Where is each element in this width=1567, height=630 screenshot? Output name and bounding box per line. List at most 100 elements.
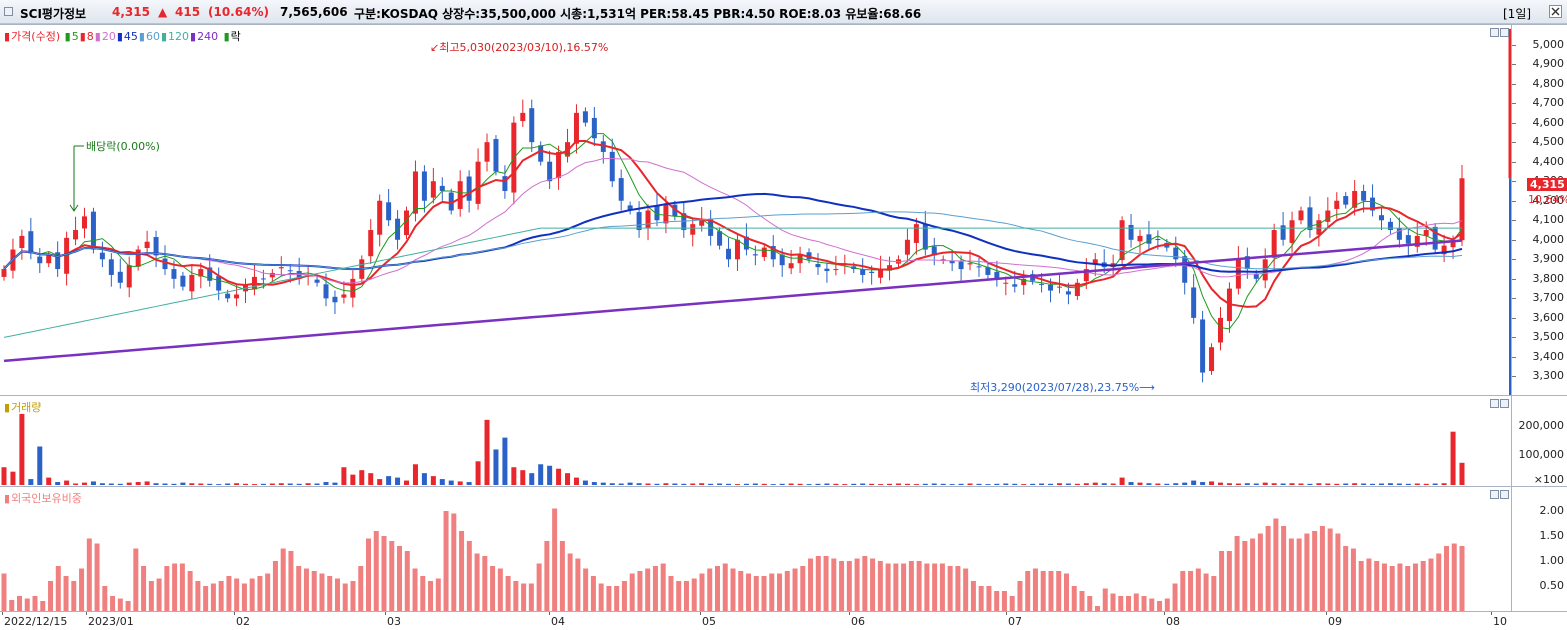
volume-bar [1271,483,1277,485]
candle [1209,343,1215,375]
current-price: 4,315 [112,5,150,19]
foreign-ratio-bar [94,543,100,611]
volume-bar [162,483,168,485]
candle [770,235,776,268]
volume-bar [1039,483,1045,485]
volume-bar [1450,431,1456,485]
volume-bar [1405,483,1411,485]
price-tick-mark [1512,200,1516,202]
volume-bar [1191,480,1197,485]
price-tick-mark [1512,83,1516,85]
volume-bar [654,483,660,485]
close-chart-button[interactable] [1549,5,1562,18]
volume-bar [958,483,964,485]
window-menu-button[interactable] [4,7,13,16]
volume-bar [73,483,79,485]
volume-bar [332,482,338,485]
foreign-ratio-bar [1157,601,1163,611]
dividend-marker [69,145,84,212]
foreign-ratio-bar [676,581,682,611]
candle [493,135,499,176]
price-chart[interactable] [0,25,1511,396]
price-panel-max-button[interactable] [1500,28,1509,37]
x-label-2: 02 [236,615,250,628]
foreign-ratio-bar [955,566,961,611]
volume-bar [55,482,61,485]
foreign-ratio-bar [1,573,7,611]
volume-bar [1387,483,1393,485]
volume-bar [216,484,222,485]
x-axis: 2022/12/15 2023/01 02 03 04 05 06 07 08 09 10 [0,611,1567,630]
ma-5-line [3,133,1463,330]
foreign-ratio-bar [249,578,255,611]
foreign-ratio-bars[interactable] [0,487,1511,612]
price-tick-mark [1512,103,1516,105]
foreign-panel-max-button[interactable] [1500,490,1509,499]
price-panel[interactable]: ▮가격(수정) ▮5▮8▮20▮45▮60▮120▮240 ▮락 5,000 4,… [0,24,1567,396]
candle [860,258,866,283]
foreign-tick-0.50: 0.50 [1539,579,1565,592]
price-panel-min-button[interactable] [1490,28,1499,37]
foreign-panel-min-button[interactable] [1490,490,1499,499]
foreign-ratio-bar [1079,591,1085,611]
foreign-ratio-bar [839,561,845,611]
foreign-ratio-panel[interactable]: ▮외국인보유비중 2.00 1.50 1.00 0.50 [0,486,1567,611]
candle [913,217,919,255]
foreign-ratio-bar [753,576,759,611]
candle [520,99,526,127]
candle [726,237,732,268]
volume-bar [251,484,257,485]
foreign-ratio-bar [1389,566,1395,611]
foreign-ratio-bar [1296,538,1302,611]
price-tick-mark [1512,259,1516,261]
volume-bar [243,483,249,485]
candle [1182,249,1188,295]
volume-bar [556,468,562,485]
foreign-ratio-bar [397,546,403,611]
foreign-ratio-bar [1211,576,1217,611]
stock-name: SCI평가정보 [20,7,87,21]
candle [1012,271,1018,293]
volume-bar [1441,483,1447,485]
volume-panel-min-button[interactable] [1490,399,1499,408]
foreign-ratio-bar [1133,593,1139,611]
candle [761,243,767,261]
volume-panel-main[interactable]: ▮거래량 200,000 100,000 ×100 [0,395,1567,486]
volume-bar [28,479,34,485]
volume-bar [1200,482,1206,485]
volume-bar [207,483,213,485]
foreign-ratio-bar [645,568,651,611]
volume-bar [788,483,794,485]
volume-bar [412,464,418,485]
period-indicator[interactable]: [1일] [1503,7,1532,21]
foreign-ratio-bar [1040,571,1046,611]
foreign-tick-2.00: 2.00 [1539,504,1565,517]
volume-bar [1280,483,1286,485]
x-tick [549,612,550,615]
candle [985,263,991,279]
price-tick-mark [1512,337,1516,339]
candle [1387,217,1393,234]
volume-bar [37,446,43,485]
volume-bars[interactable] [0,396,1511,487]
candle [457,170,463,217]
candle [618,169,624,211]
foreign-ratio-bar [79,568,85,611]
candle [180,271,186,291]
price-tick-3900: 3,900 [1532,252,1565,266]
candle [654,192,660,227]
volume-panel-max-button[interactable] [1500,399,1509,408]
current-pct-tag: 10.64% [1528,193,1567,206]
candle [108,253,114,287]
foreign-ratio-bar [629,573,635,611]
foreign-ratio-bar [746,573,752,611]
ma-45-line [3,192,1463,273]
foreign-ratio-bar [164,566,170,611]
volume-bar [538,464,544,485]
candle [162,245,168,275]
foreign-ratio-bar [769,573,775,611]
candle [314,275,320,287]
ma-20-line [3,158,1463,284]
volume-bar [1209,481,1215,485]
x-tick [234,612,235,615]
